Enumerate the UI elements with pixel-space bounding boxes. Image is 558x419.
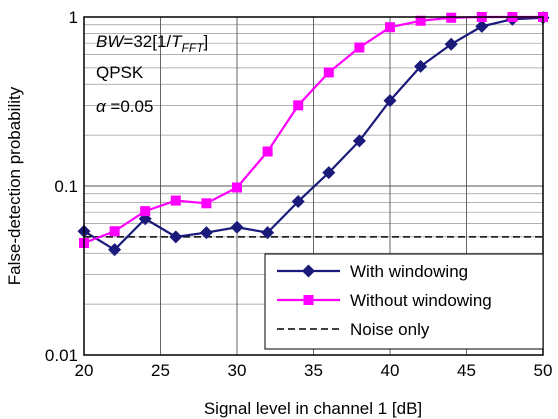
data-point [170, 195, 181, 206]
data-point [323, 67, 334, 78]
x-tick-label: 20 [75, 361, 94, 380]
x-tick-label: 50 [534, 361, 553, 380]
data-point [262, 146, 273, 157]
annotation-block: BW=32[1/TFFT] QPSK α =0.05 [96, 32, 208, 116]
data-point [354, 42, 365, 53]
legend-marker [303, 295, 314, 305]
x-axis-label: Signal level in channel 1 [dB] [204, 399, 422, 418]
bandwidth-annotation: BW=32[1/TFFT] [96, 32, 208, 55]
data-point [199, 226, 213, 240]
y-tick-label: 0.01 [45, 346, 78, 365]
x-tick-label: 35 [304, 361, 323, 380]
data-point [109, 226, 120, 237]
data-point [261, 226, 275, 240]
data-point [140, 206, 151, 217]
y-tick-labels: 0.01 0.1 1 [45, 8, 78, 365]
data-point [352, 134, 366, 148]
data-point [475, 19, 489, 33]
data-point [291, 194, 305, 208]
data-point [383, 94, 397, 108]
y-tick-label: 1 [69, 8, 78, 27]
data-point [415, 15, 426, 26]
data-point [232, 182, 242, 193]
plot-frame [83, 16, 544, 356]
data-point [108, 243, 122, 257]
legend-marker [302, 264, 315, 278]
modulation-annotation: QPSK [96, 63, 144, 82]
data-point [414, 59, 428, 73]
x-tick-label: 25 [151, 361, 170, 380]
data-point [201, 198, 212, 209]
data-point [385, 22, 395, 33]
legend-label: Noise only [350, 320, 430, 339]
x-tick-labels: 20 25 30 35 40 45 50 [75, 361, 553, 380]
data-point [444, 37, 458, 51]
x-tick-label: 45 [457, 361, 476, 380]
data-point [169, 230, 183, 244]
legend: With windowing Without windowing Noise onl… [264, 253, 544, 350]
y-axis-label: False-detection probability [5, 86, 24, 285]
legend-label: With windowing [350, 262, 468, 281]
data-point [230, 220, 244, 234]
legend-label: Without windowing [350, 291, 492, 310]
x-tick-label: 30 [228, 361, 247, 380]
y-tick-label: 0.1 [54, 177, 78, 196]
x-tick-label: 40 [381, 361, 400, 380]
alpha-annotation: α =0.05 [96, 97, 153, 116]
series-line [83, 16, 544, 251]
data-point [322, 166, 336, 180]
data-point [293, 100, 304, 111]
